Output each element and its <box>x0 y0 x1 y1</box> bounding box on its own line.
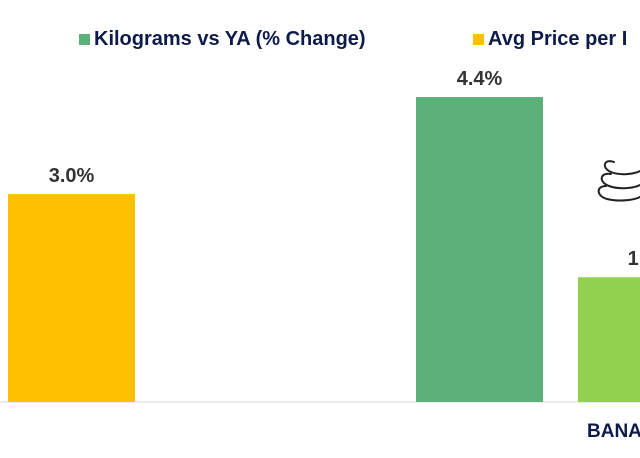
legend-label: Kilograms vs YA (% Change) <box>94 28 366 50</box>
bar <box>8 194 135 402</box>
data-label: 1.8 <box>628 248 640 270</box>
bar <box>416 97 543 402</box>
legend-swatch <box>473 34 484 45</box>
bar <box>578 277 640 402</box>
legend: Kilograms vs YA (% Change) Avg Price per… <box>0 28 640 54</box>
legend-swatch <box>79 34 90 45</box>
data-label: 4.4% <box>457 68 503 90</box>
banana-icon <box>597 160 640 202</box>
legend-item-kilograms: Kilograms vs YA (% Change) <box>79 28 366 51</box>
legend-item-avg-price: Avg Price per I <box>473 28 627 51</box>
category-label: BANA <box>587 421 640 442</box>
data-label: 3.0% <box>49 165 95 187</box>
legend-label: Avg Price per I <box>488 28 628 50</box>
